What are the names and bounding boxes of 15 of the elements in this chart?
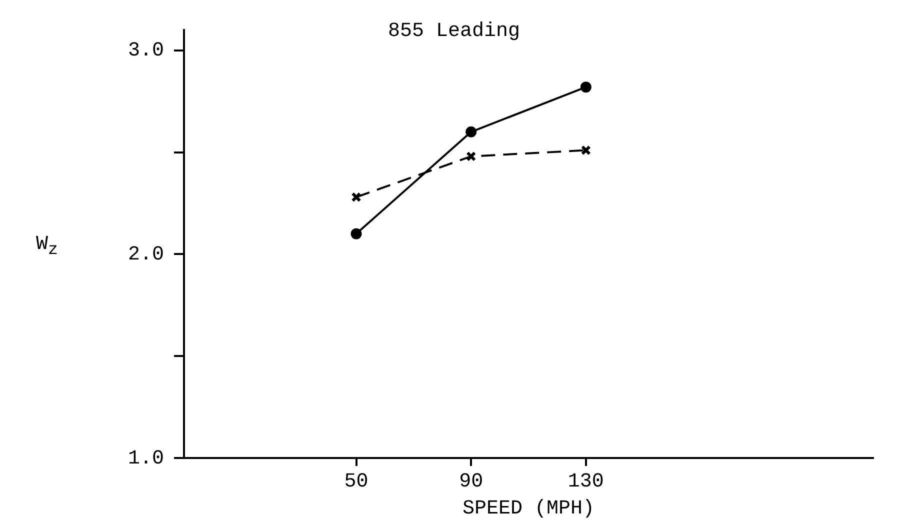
point	[580, 82, 592, 93]
point	[351, 192, 362, 202]
point	[466, 151, 476, 162]
y-axis-title: W$_{z}$	[36, 233, 58, 260]
x-axis-title: SPEED (MPH)	[462, 497, 595, 520]
x-tick-label: 50	[344, 470, 368, 494]
y-tick-label: 3.0	[128, 40, 164, 63]
point	[580, 145, 591, 156]
y-tick-label: 2.0	[128, 243, 164, 266]
x-tick-label: 90	[459, 470, 484, 494]
y-tick-label: 1.0	[128, 447, 164, 470]
chart-title: 855 Leading	[388, 20, 520, 43]
point	[466, 126, 477, 138]
x-tick-label: 130	[568, 470, 604, 494]
point	[350, 228, 362, 240]
